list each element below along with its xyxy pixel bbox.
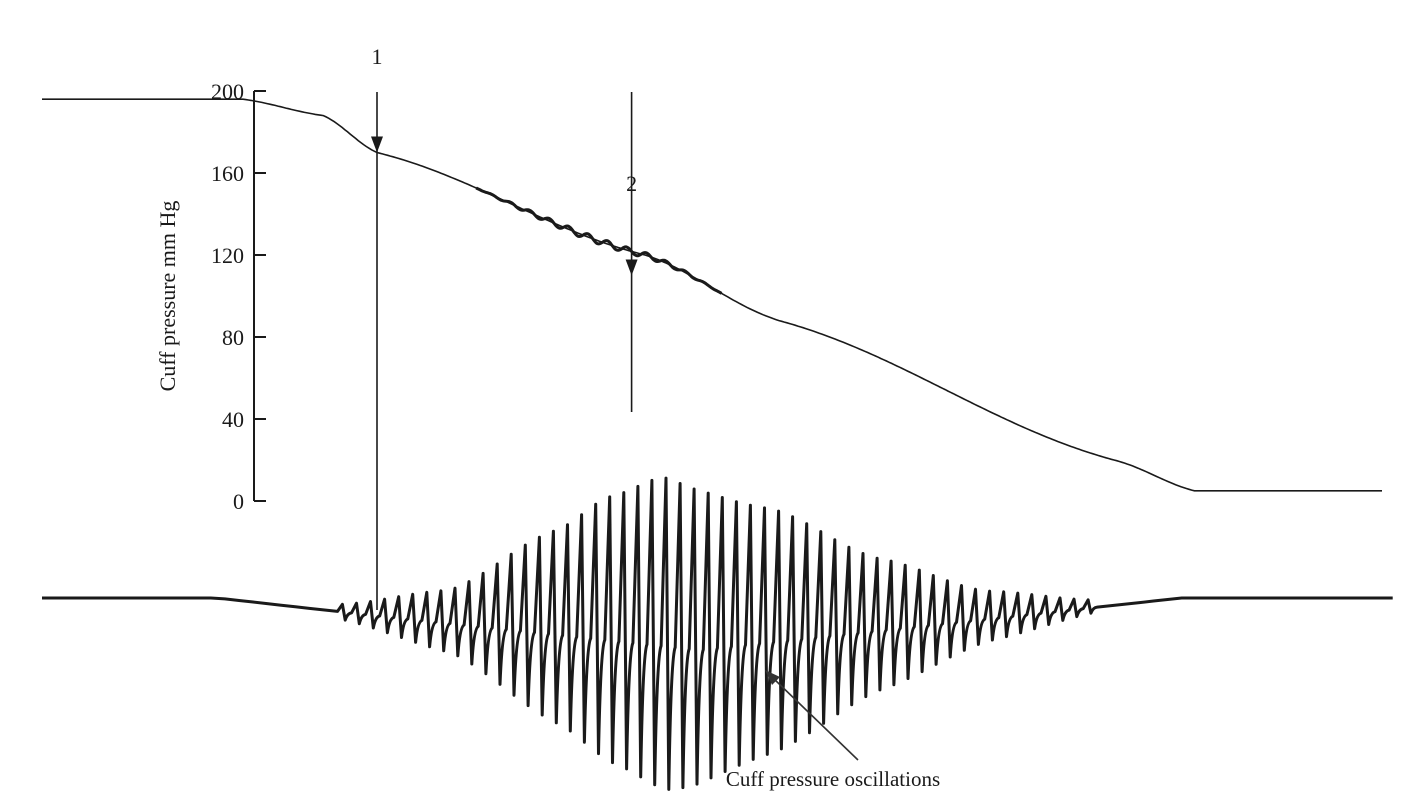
pressure-ripple	[475, 186, 723, 295]
y-tick-label: 120	[211, 243, 244, 268]
oscillation-series	[42, 476, 1393, 791]
y-tick-label: 40	[222, 407, 244, 432]
marker-2-label: 2	[626, 171, 637, 196]
markers: 12	[371, 44, 638, 610]
annotations: Cuff pressure oscillations	[726, 670, 940, 791]
cuff-pressure-line	[42, 98, 1382, 492]
y-tick-label: 200	[211, 79, 244, 104]
y-tick-label: 80	[222, 325, 244, 350]
marker-2-arrowhead	[625, 259, 638, 276]
y-tick-label: 0	[233, 489, 244, 514]
oscillation-trace	[42, 476, 1393, 791]
cuff-pressure-series	[42, 98, 1382, 492]
y-axis-title: Cuff pressure mm Hg	[155, 201, 180, 392]
marker-1-label: 1	[372, 44, 383, 69]
annotation-arrowhead	[765, 670, 780, 685]
oscillation-annotation-label: Cuff pressure oscillations	[726, 767, 940, 791]
y-axis-ticks: 0 40 80 120 160 200	[211, 79, 266, 514]
annotation-arrow-line	[772, 677, 859, 761]
marker-1-arrowhead	[371, 136, 383, 153]
y-tick-label: 160	[211, 161, 244, 186]
